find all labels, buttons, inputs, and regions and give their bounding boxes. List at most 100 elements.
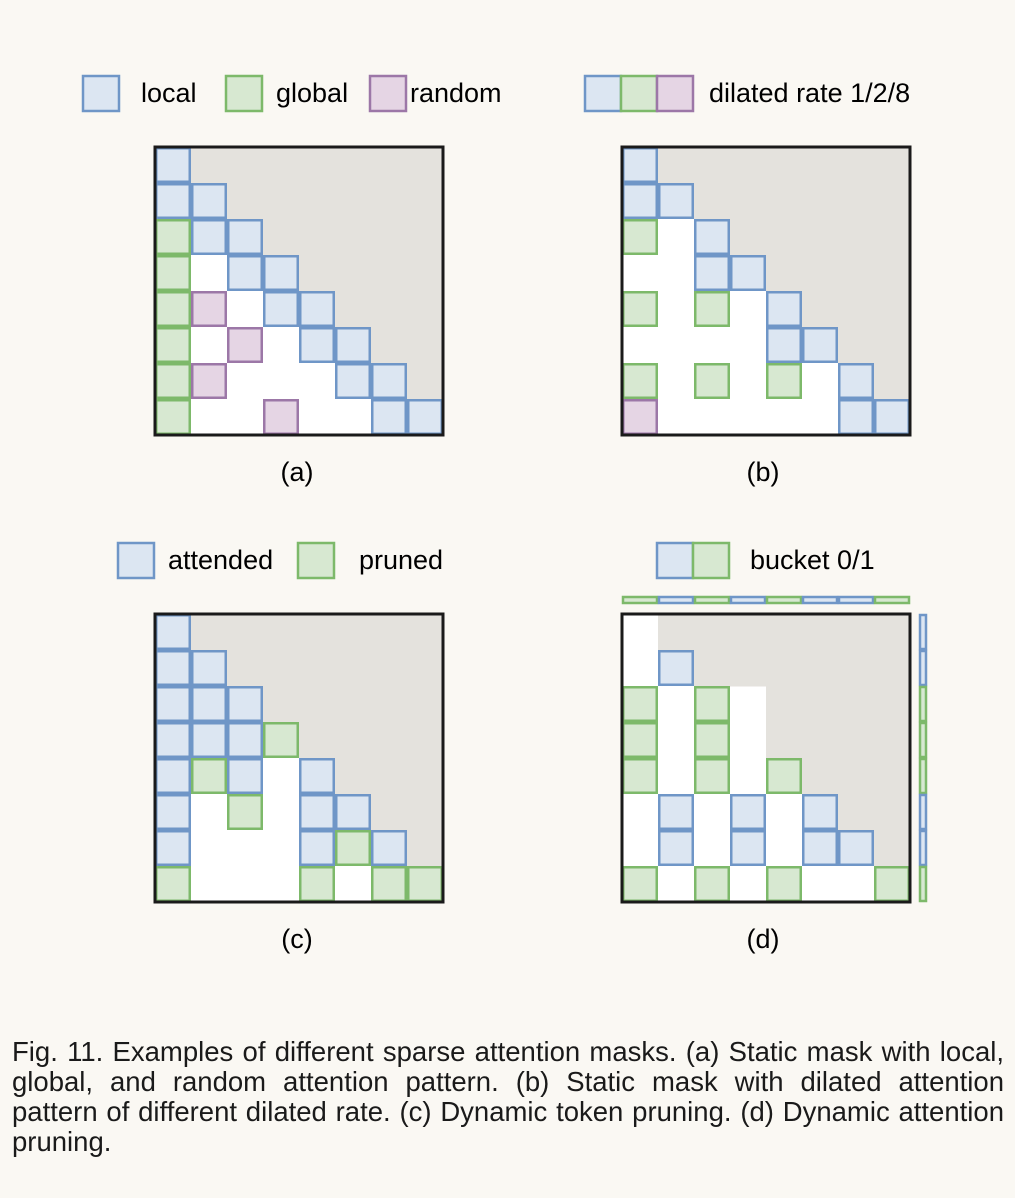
cell-local [407, 399, 443, 435]
query-bucket-local [918, 649, 928, 687]
cell-local [191, 183, 227, 219]
masked-cell [802, 686, 839, 723]
cell-local [191, 686, 227, 722]
masked-cell [838, 183, 875, 220]
cell-local [191, 722, 227, 758]
masked-cell [874, 830, 911, 867]
masked-cell [874, 327, 911, 364]
masked-cell [874, 794, 911, 831]
matrix-border [153, 612, 445, 904]
masked-cell [838, 327, 875, 364]
masked-cell [730, 147, 767, 184]
masked-cell [802, 183, 839, 220]
masked-cell [838, 147, 875, 184]
masked-cell [802, 722, 839, 759]
cell-global [155, 255, 191, 291]
cell-global [155, 399, 191, 435]
cell-global [622, 722, 658, 758]
cell-global [371, 866, 407, 902]
cell-global [694, 363, 730, 399]
cell-local [658, 650, 694, 686]
masked-cell [730, 183, 767, 220]
masked-cell [299, 686, 336, 723]
cell-local [694, 255, 730, 291]
masked-cell [838, 291, 875, 328]
cell-local [658, 794, 694, 830]
query-bucket-global [918, 721, 928, 759]
legend-random-swatch [368, 74, 408, 113]
masked-cell [227, 614, 264, 651]
masked-cell [191, 614, 228, 651]
legend-dilated-swatch-1 [583, 74, 623, 113]
cell-local [155, 650, 191, 686]
cell-local [335, 363, 371, 399]
cell-local [155, 183, 191, 219]
masked-cell [407, 686, 444, 723]
masked-cell [371, 327, 408, 364]
query-bucket-global [918, 685, 928, 723]
legend-global-label: global [276, 78, 348, 108]
masked-cell [838, 614, 875, 651]
legend-d: bucket 0/1 [655, 541, 875, 580]
cell-local [730, 255, 766, 291]
cell-local [155, 758, 191, 794]
matrix-border [620, 145, 912, 437]
cell-local [766, 291, 802, 327]
masked-cell [802, 255, 839, 292]
masked-cell [263, 219, 300, 256]
masked-cell [874, 255, 911, 292]
cell-local [155, 794, 191, 830]
cell-local [227, 255, 263, 291]
legend-attended-swatch [116, 541, 156, 580]
query-bucket-global [918, 757, 928, 795]
panel-a [153, 145, 445, 437]
cell-local [371, 363, 407, 399]
cell-local [155, 614, 191, 650]
cell-global [694, 758, 730, 794]
cell-local [802, 327, 838, 363]
cell-local [299, 830, 335, 866]
masked-cell [335, 650, 372, 687]
masked-cell [838, 219, 875, 256]
masked-cell [407, 614, 444, 651]
masked-cell [658, 147, 695, 184]
cell-local [335, 327, 371, 363]
masked-cell [838, 722, 875, 759]
cell-global [155, 219, 191, 255]
masked-cell [191, 147, 228, 184]
masked-cell [227, 147, 264, 184]
cell-local [371, 830, 407, 866]
masked-cell [263, 614, 300, 651]
figure-caption: Fig. 11. Examples of different sparse at… [12, 1036, 1004, 1157]
masked-cell [371, 183, 408, 220]
cell-local [263, 255, 299, 291]
legend-bucket1-swatch [691, 541, 731, 580]
cell-local [335, 794, 371, 830]
panel-a-label: (a) [281, 457, 314, 487]
cell-global [155, 327, 191, 363]
sparse-attention-figure: local global random dilated rate 1/2/8 a… [81, 74, 928, 954]
masked-cell [694, 147, 731, 184]
masked-cell [766, 722, 803, 759]
cell-local [227, 722, 263, 758]
legend-random-label: random [410, 78, 502, 108]
masked-cell [874, 291, 911, 328]
cell-global [622, 866, 658, 902]
masked-cell [874, 650, 911, 687]
cell-global [263, 722, 299, 758]
query-bucket-local [918, 829, 928, 867]
cell-local [371, 399, 407, 435]
cell-local [658, 830, 694, 866]
masked-cell [371, 794, 408, 831]
masked-cell [407, 255, 444, 292]
cell-global [766, 866, 802, 902]
legend-global-swatch [224, 74, 264, 113]
matrix-border [620, 612, 912, 904]
cell-local [263, 291, 299, 327]
masked-cell [730, 614, 767, 651]
cell-local [155, 830, 191, 866]
cell-local [694, 219, 730, 255]
key-bucket-global [693, 595, 731, 605]
cell-global [874, 866, 910, 902]
legend-bucket0-swatch [655, 541, 695, 580]
